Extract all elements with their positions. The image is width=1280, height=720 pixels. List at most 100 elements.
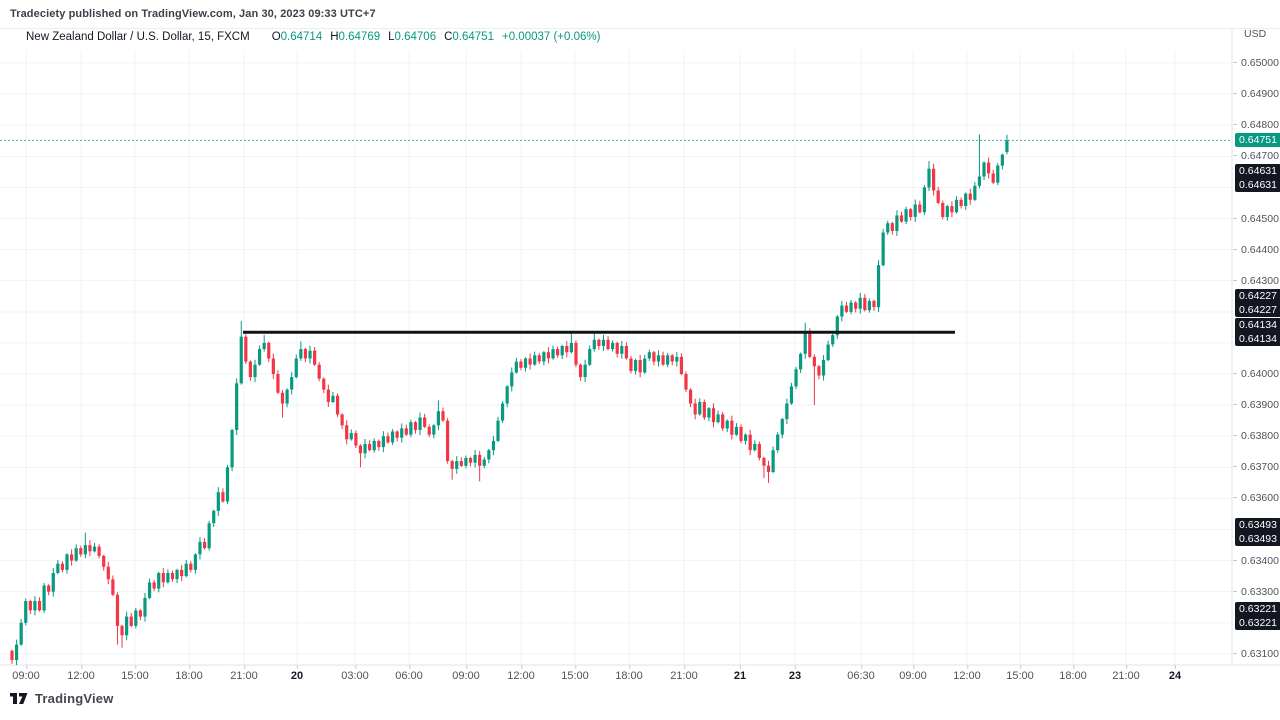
candle [991,173,995,183]
candle [33,601,37,611]
price-axis-label: 0.63900 [1233,399,1279,411]
candle [826,344,830,361]
time-axis-label: 09:00 [452,665,480,682]
price-badge-value: 0.63221 [1239,617,1277,629]
candle [358,445,363,454]
price-axis-label: 0.63300 [1233,586,1279,598]
candle [120,625,124,636]
tradingview-footer[interactable]: TradingView [10,691,114,706]
candle [546,352,551,359]
candle [533,355,537,365]
candle [730,420,734,435]
candle [239,336,243,384]
candle [863,297,867,311]
time-axis-day-label: 23 [788,665,802,682]
price-axis-label: 0.63700 [1233,461,1279,473]
candle [821,360,826,376]
candle [207,523,211,549]
candle [510,372,514,387]
ohlc-value: 0.64714 [280,31,323,43]
candle [601,339,606,346]
candle [423,417,427,427]
candle [170,573,175,580]
candle [184,563,188,577]
candle [583,364,587,378]
candle [771,450,775,472]
candle [780,419,784,435]
candle [895,215,899,231]
candle [111,579,115,595]
ohlc-label: O [271,31,281,43]
currency-label: USD [1244,28,1267,40]
candle [390,431,395,443]
candle [817,366,821,376]
candle [707,408,711,418]
candle [597,339,601,346]
price-level-badge: 0.64134 0.64134 [1235,318,1280,346]
price-axis-label: 0.64500 [1233,213,1279,225]
candle [198,541,202,555]
price-axis-label: 0.63800 [1233,430,1279,442]
time-axis-label: 18:00 [175,665,203,682]
candle [427,426,431,435]
candle [88,545,92,552]
current-price-badge: 0.64751 [1235,133,1280,147]
candle [79,548,83,555]
grid-layer [0,50,1232,665]
candle [345,425,349,440]
time-axis-day-label: 20 [290,665,304,682]
candle [656,355,661,362]
candle [157,573,161,589]
candle [652,352,656,362]
price-badge-value: 0.64751 [1239,134,1277,146]
candle [679,356,684,374]
candle [661,355,665,365]
candle [225,467,230,502]
candle [175,569,179,580]
candle [941,203,945,217]
candle [620,346,624,354]
candle [294,358,298,378]
candle [588,349,592,365]
candle [766,465,771,472]
candle [528,358,532,365]
candle [615,342,619,354]
time-axis-label: 12:00 [953,665,981,682]
candle [647,352,651,359]
candle [762,458,766,466]
candle [271,358,275,374]
candle [1005,140,1009,152]
candle [799,353,803,370]
candle [927,168,931,188]
time-axis-label: 06:00 [395,665,423,682]
time-axis-label: 06:30 [847,665,875,682]
candle [400,428,404,438]
symbol-title[interactable]: New Zealand Dollar / U.S. Dollar, 15, FX… [26,31,250,43]
header-divider [0,28,1280,29]
candle [904,209,908,222]
time-axis-label: 18:00 [615,665,643,682]
time-axis-label: 21:00 [1112,665,1140,682]
candle [918,204,922,213]
ohlc-value: 0.64706 [394,31,437,43]
candles-layer [10,134,1009,666]
candle [684,374,688,390]
candle [115,594,120,626]
candle [74,548,78,561]
candle [808,332,812,357]
candle [560,346,564,356]
candle [354,433,358,446]
price-axis-label: 0.64800 [1233,119,1279,131]
candle [482,459,486,466]
ohlc-values: O0.64714 H0.64769 L0.64706 C0.64751 [264,31,494,43]
candle [464,458,468,466]
candle [812,356,816,367]
candle [349,433,353,440]
candle [409,422,413,435]
candle [721,414,725,429]
time-axis-label: 03:00 [341,665,369,682]
candle [633,360,638,371]
candle [395,431,399,438]
